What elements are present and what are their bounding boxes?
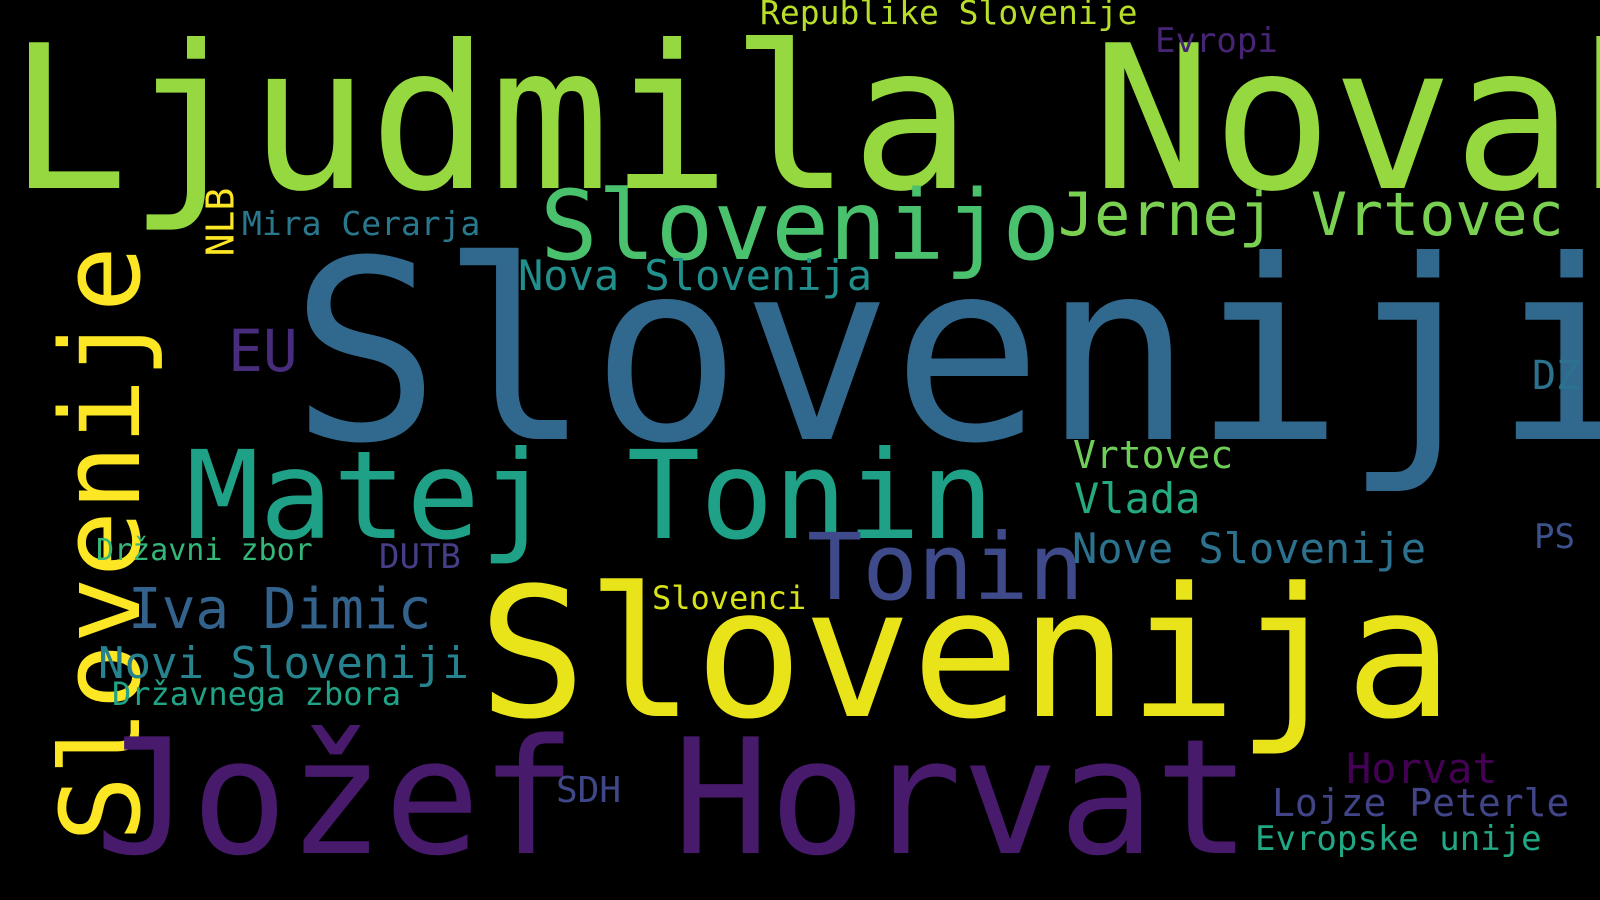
word-lojze-peterle: Lojze Peterle [1272,781,1570,825]
word-mira-cerarja: Mira Cerarja [242,204,481,243]
word-nlb: NLB [198,187,243,257]
word-tonin: Tonin [807,514,1084,621]
word-novi-sloveniji: Novi Sloveniji [98,638,469,689]
word-matej-tonin: Matej Tonin [186,425,994,567]
word-evropske-unije: Evropske unije [1255,819,1542,859]
word-jernej-vrtovec: Jernej Vrtovec [1058,180,1564,250]
word-vlada: Vlada [1074,474,1201,523]
word-nova-slovenija: Nova Slovenija [518,251,873,300]
word-nove-slovenije: Nove Slovenije [1072,524,1427,573]
word-ljudmila-novak: Ljudmila Novak [8,3,1600,236]
word-drzavnega-zbora: Državnega zbora [112,675,401,713]
word-sloveniji: Sloveniji [290,207,1600,498]
word-horvat: Horvat [1346,744,1498,793]
word-evropi: Evropi [1155,21,1278,61]
word-ps: PS [1534,517,1575,557]
word-jozef-horvat: Jožef Horvat [95,704,1251,891]
word-drzavni-zbor: Državni zbor [96,533,313,568]
word-iva-dimic: Iva Dimic [128,577,432,642]
word-slovenija: Slovenija [478,550,1454,759]
word-dz: DZ [1532,353,1581,399]
word-eu: EU [228,317,298,385]
word-slovenijo: Slovenijo [540,170,1061,282]
word-dutb: DUTB [379,537,461,577]
word-sdh: SDH [556,770,622,811]
word-republike-slovenije: Republike Slovenije [760,0,1138,32]
word-vrtovec: Vrtovec [1073,433,1234,477]
word-slovenci: Slovenci [652,579,807,617]
